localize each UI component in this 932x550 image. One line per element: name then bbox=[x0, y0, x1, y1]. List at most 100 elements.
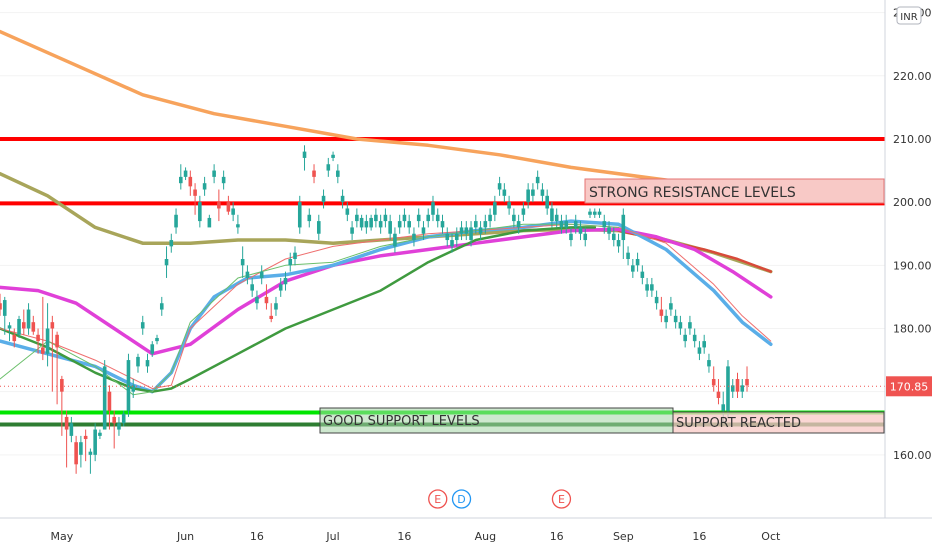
candle-body bbox=[726, 366, 730, 411]
candle-body bbox=[336, 170, 340, 177]
candle bbox=[678, 315, 683, 335]
candle-body bbox=[359, 217, 364, 228]
candle-body bbox=[583, 233, 588, 241]
event-marker[interactable]: D bbox=[451, 489, 472, 509]
candle bbox=[474, 214, 478, 234]
event-marker[interactable]: E bbox=[428, 489, 448, 509]
candle-body bbox=[369, 217, 373, 228]
candle bbox=[478, 221, 483, 241]
support-annotation[interactable]: GOOD SUPPORT LEVELS bbox=[319, 407, 674, 434]
candle bbox=[412, 227, 416, 247]
price-axis[interactable]: 230.00220.00210.00200.00190.00180.00170.… bbox=[884, 0, 932, 518]
candle-body bbox=[155, 337, 159, 342]
candle bbox=[702, 334, 706, 354]
candle bbox=[502, 183, 507, 203]
candle bbox=[302, 145, 307, 171]
event-marker-circle[interactable] bbox=[551, 489, 572, 509]
candle-body bbox=[221, 176, 226, 184]
candle bbox=[597, 208, 602, 218]
candle bbox=[198, 195, 202, 228]
time-tick-label: 16 bbox=[250, 530, 264, 543]
candle bbox=[316, 214, 321, 241]
candle bbox=[531, 183, 535, 203]
candle-body bbox=[183, 170, 188, 177]
candle bbox=[540, 183, 545, 203]
candle bbox=[730, 379, 735, 398]
event-marker-circle[interactable] bbox=[451, 489, 472, 509]
candle-body bbox=[264, 296, 269, 304]
price-axis-bg[interactable] bbox=[885, 0, 932, 518]
candle-body bbox=[488, 214, 492, 222]
candle bbox=[164, 246, 169, 278]
candle bbox=[212, 164, 216, 184]
event-marker[interactable]: E bbox=[551, 489, 572, 509]
candle-body bbox=[164, 259, 169, 266]
time-axis[interactable]: May Jun 16 Jul 16 Aug 16 Sep 16 Oct bbox=[0, 517, 932, 550]
candle bbox=[41, 296, 45, 361]
candle bbox=[50, 315, 55, 392]
candle bbox=[336, 164, 340, 184]
candle bbox=[345, 202, 350, 222]
candle-body bbox=[454, 233, 459, 241]
moving-averages bbox=[0, 29, 773, 396]
candle-body bbox=[131, 385, 136, 392]
candle bbox=[174, 208, 178, 234]
candle-body bbox=[41, 347, 45, 354]
candle-body bbox=[559, 221, 564, 228]
candle bbox=[36, 328, 40, 354]
reacted-annotation-box[interactable] bbox=[672, 411, 885, 434]
candle bbox=[121, 410, 126, 427]
candle bbox=[745, 366, 749, 392]
candle bbox=[269, 303, 274, 323]
plot-area[interactable] bbox=[0, 0, 885, 518]
candle-body bbox=[397, 221, 402, 228]
candle-body bbox=[440, 221, 445, 228]
candle bbox=[440, 214, 445, 234]
resistance-annotation[interactable]: STRONG RESISTANCE LEVELS bbox=[584, 178, 885, 204]
candle-body bbox=[112, 416, 116, 424]
candle-body bbox=[745, 379, 749, 386]
candle-body bbox=[198, 202, 202, 222]
candle-body bbox=[316, 221, 321, 234]
candle bbox=[21, 309, 26, 335]
candle-body bbox=[345, 208, 350, 215]
time-axis-bg[interactable] bbox=[0, 518, 932, 550]
candle bbox=[88, 448, 93, 474]
candle bbox=[635, 252, 640, 272]
candle-body bbox=[50, 322, 55, 329]
candle bbox=[312, 164, 316, 184]
candle bbox=[321, 189, 326, 209]
resistance-annotation-box[interactable] bbox=[584, 178, 885, 204]
candle-body bbox=[374, 214, 378, 222]
candle bbox=[426, 208, 431, 228]
candle-body bbox=[174, 214, 178, 228]
candle bbox=[217, 189, 221, 222]
currency-badge[interactable]: INR bbox=[896, 6, 922, 25]
candle-body bbox=[688, 322, 692, 329]
candle bbox=[578, 221, 583, 241]
event-marker-circle[interactable] bbox=[428, 489, 448, 509]
candle bbox=[60, 375, 64, 436]
candle-body bbox=[83, 435, 88, 440]
candle bbox=[469, 221, 473, 247]
candle bbox=[464, 221, 469, 241]
ma-line-ma_thin_red bbox=[0, 223, 772, 389]
candle-body bbox=[307, 214, 312, 222]
candle bbox=[559, 214, 564, 234]
candle bbox=[493, 195, 497, 222]
support-annotation-box[interactable] bbox=[319, 407, 674, 434]
candle-body bbox=[202, 183, 207, 190]
candle-body bbox=[526, 189, 530, 203]
candle-body bbox=[88, 451, 93, 455]
reacted-annotation[interactable]: SUPPORT REACTED bbox=[672, 411, 885, 434]
event-marker-label: E bbox=[558, 493, 565, 506]
candle-body bbox=[459, 227, 464, 234]
candle bbox=[17, 315, 21, 338]
currency-badge-box[interactable] bbox=[896, 6, 922, 25]
candle-body bbox=[635, 259, 640, 266]
candle-body bbox=[650, 284, 654, 291]
candle-body bbox=[407, 221, 411, 228]
